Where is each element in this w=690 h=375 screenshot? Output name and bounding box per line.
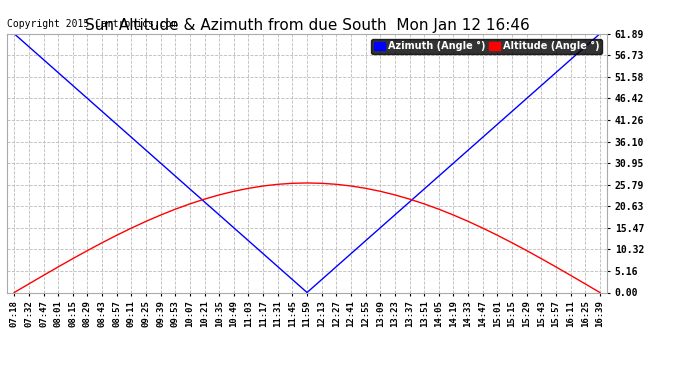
Title: Sun Altitude & Azimuth from due South  Mon Jan 12 16:46: Sun Altitude & Azimuth from due South Mo… (85, 18, 529, 33)
Text: Copyright 2015 Cartronics.com: Copyright 2015 Cartronics.com (7, 19, 177, 28)
Legend: Azimuth (Angle °), Altitude (Angle °): Azimuth (Angle °), Altitude (Angle °) (371, 39, 602, 54)
